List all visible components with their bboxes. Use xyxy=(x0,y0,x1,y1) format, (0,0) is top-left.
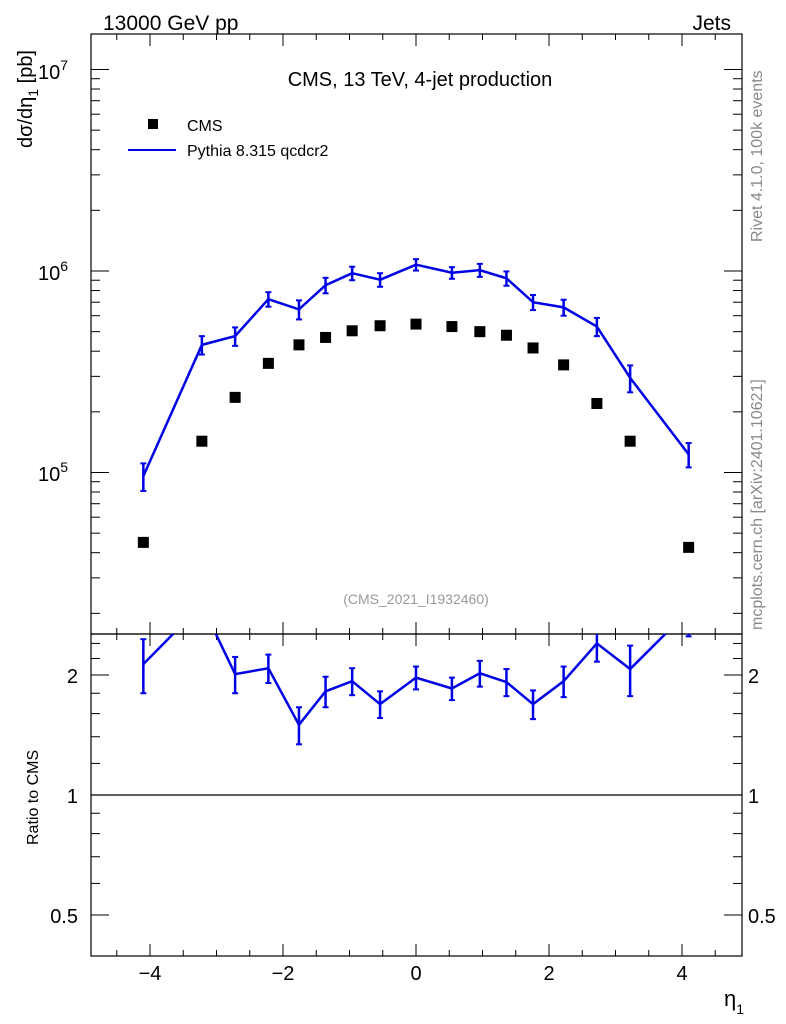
cms-data-point xyxy=(446,321,458,333)
ratio-y-tick-label-0-5: 0.5 xyxy=(50,906,78,928)
y-tick-base-1e6: 10 xyxy=(38,263,60,285)
cms-data-point xyxy=(262,357,274,369)
cms-data-point xyxy=(346,325,358,337)
cms-data-point xyxy=(293,339,305,351)
main-y-tick-labels: 107 106 105 xyxy=(38,57,68,486)
ratio-y-tick-label-2: 2 xyxy=(67,666,78,688)
cms-data-point xyxy=(591,398,603,410)
ratio-y-tick-label-0-5-right: 0.5 xyxy=(748,906,776,928)
y-tick-label-1e7: 107 xyxy=(38,57,68,84)
cms-data-point xyxy=(196,435,208,447)
cms-data-point xyxy=(137,536,149,548)
x-tick-label-0: 0 xyxy=(410,963,421,985)
x-tick-labels: −4 −2 0 2 4 xyxy=(139,963,688,985)
ratio-y-axis-label: Ratio to CMS xyxy=(25,750,42,845)
x-axis-label-sub: 1 xyxy=(736,1001,744,1017)
main-y-axis-label-unit: [pb] xyxy=(15,50,37,89)
header-right: Jets xyxy=(692,12,731,35)
y-tick-base-1e5: 10 xyxy=(38,464,60,486)
main-axis-ticks xyxy=(91,34,742,634)
legend-cms-label: CMS xyxy=(187,118,223,135)
cms-data-point xyxy=(374,320,386,332)
cms-data-point xyxy=(558,359,570,371)
legend-cms-marker xyxy=(148,119,158,129)
main-y-axis-label: dσ/dη1 [pb] xyxy=(15,50,41,148)
y-tick-label-1e6: 106 xyxy=(38,258,68,285)
ratio-y-tick-labels-left: 2 1 0.5 xyxy=(50,666,78,928)
cms-data-point xyxy=(624,435,636,447)
ratio-y-tick-label-2-right: 2 xyxy=(748,666,759,688)
x-tick-label-4: 4 xyxy=(676,963,687,985)
header-left: 13000 GeV pp xyxy=(103,12,238,35)
main-y-axis-label-main: dσ/dη xyxy=(15,97,37,148)
cms-data-point xyxy=(527,342,539,354)
y-tick-exp-1e5: 5 xyxy=(60,459,68,475)
cms-data-point xyxy=(500,329,512,341)
cms-data-series xyxy=(137,318,695,553)
ratio-series-clipped xyxy=(140,634,692,746)
x-tick-label-2: 2 xyxy=(543,963,554,985)
x-axis-label: η1 xyxy=(724,986,744,1017)
legend: CMS Pythia 8.315 qcdcr2 xyxy=(128,118,329,160)
x-axis-label-main: η xyxy=(724,986,736,1011)
rivet-version-label: Rivet 4.1.0, 100k events xyxy=(749,70,766,242)
y-tick-exp-1e7: 7 xyxy=(60,57,68,73)
legend-pythia-label: Pythia 8.315 qcdcr2 xyxy=(187,143,329,160)
cms-data-point xyxy=(229,391,241,403)
cms-data-point xyxy=(320,331,332,343)
x-tick-label-neg4: −4 xyxy=(139,963,162,985)
x-tick-label-neg2: −2 xyxy=(272,963,295,985)
ratio-series xyxy=(140,634,692,746)
cms-data-point xyxy=(683,541,695,553)
ratio-y-tick-label-1-right: 1 xyxy=(748,786,759,808)
pythia-series xyxy=(140,258,692,492)
analysis-watermark: (CMS_2021_I1932460) xyxy=(343,591,489,607)
y-tick-exp-1e6: 6 xyxy=(60,258,68,274)
y-tick-label-1e5: 105 xyxy=(38,459,68,486)
ratio-y-tick-label-1: 1 xyxy=(67,786,78,808)
main-y-axis-label-sub: 1 xyxy=(25,89,41,97)
chart-title: CMS, 13 TeV, 4-jet production xyxy=(288,69,553,91)
cms-data-point xyxy=(410,318,422,330)
cms-data-point xyxy=(474,326,486,338)
mcplots-label: mcplots.cern.ch [arXiv:2401.10621] xyxy=(749,379,766,630)
ratio-y-tick-labels-right: 2 1 0.5 xyxy=(748,666,776,928)
y-tick-base-1e7: 10 xyxy=(38,62,60,84)
pythia-line xyxy=(142,263,690,477)
